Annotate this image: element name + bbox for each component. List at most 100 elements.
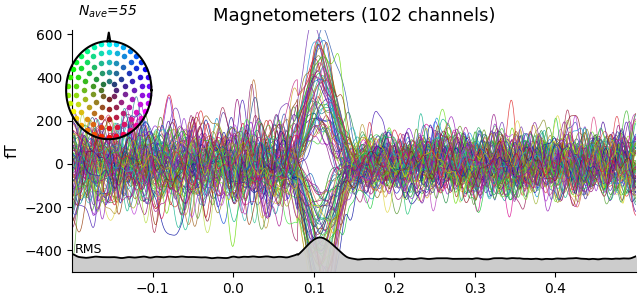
Point (91, 76, 101, 81)
Point (89, 131, 99, 136)
Point (89, 44, 99, 49)
Point (140, 109, 150, 113)
Point (104, 106, 114, 111)
Point (71, 116, 81, 121)
Point (104, 116, 114, 121)
Point (104, 59, 114, 64)
Point (89, 65, 99, 70)
Point (118, 65, 129, 70)
Point (111, 115, 122, 120)
Point (89, 111, 99, 116)
Point (96, 51, 106, 56)
Point (131, 110, 141, 114)
Point (119, 54, 129, 59)
Point (111, 42, 122, 47)
Point (125, 116, 136, 121)
Point (76, 110, 86, 114)
Point (137, 83, 147, 88)
Point (125, 59, 136, 64)
Point (88, 84, 98, 88)
Point (131, 122, 141, 127)
Point (99, 82, 109, 86)
Point (72, 101, 83, 106)
Point (104, 126, 114, 131)
Point (76, 122, 86, 127)
Point (143, 75, 153, 80)
Point (71, 60, 81, 64)
Point (79, 88, 89, 93)
Point (111, 125, 122, 130)
Point (96, 42, 106, 47)
Point (111, 71, 121, 76)
Point (111, 134, 122, 138)
Point (118, 131, 129, 136)
Point (120, 84, 130, 88)
Point (96, 125, 106, 130)
Point (131, 66, 141, 71)
Point (83, 48, 93, 53)
Point (104, 69, 114, 74)
Point (111, 105, 121, 110)
Point (118, 111, 129, 116)
Point (97, 71, 107, 76)
Point (65, 75, 75, 80)
Point (96, 134, 106, 138)
Point (80, 79, 90, 84)
Text: N$_{ave}$=55: N$_{ave}$=55 (78, 4, 137, 20)
Point (135, 74, 145, 79)
Point (88, 92, 98, 97)
Point (82, 59, 92, 64)
Text: RMS: RMS (75, 243, 102, 256)
Point (109, 82, 119, 86)
Point (88, 54, 99, 59)
Point (91, 99, 101, 104)
Point (111, 88, 122, 93)
Point (118, 44, 129, 49)
Point (143, 100, 153, 105)
Point (144, 83, 154, 88)
Point (125, 128, 135, 132)
Point (99, 94, 109, 99)
Point (136, 116, 147, 121)
Point (104, 50, 114, 54)
Point (65, 100, 75, 105)
Point (63, 83, 74, 88)
Point (82, 116, 92, 121)
Point (125, 48, 135, 53)
Point (84, 71, 94, 76)
Point (104, 79, 114, 84)
Y-axis label: fT: fT (4, 144, 19, 158)
Point (76, 66, 86, 71)
Point (96, 61, 106, 65)
Point (72, 74, 83, 79)
Point (131, 53, 141, 58)
Point (119, 122, 129, 127)
Point (96, 88, 106, 93)
Point (116, 76, 127, 81)
Point (76, 53, 86, 58)
Point (80, 97, 90, 101)
Point (120, 92, 130, 97)
Point (144, 92, 154, 97)
Point (127, 97, 138, 101)
Point (70, 92, 81, 97)
Point (124, 71, 134, 76)
Point (104, 134, 114, 139)
Point (111, 61, 122, 65)
Point (116, 99, 127, 104)
Point (129, 88, 139, 93)
Point (111, 51, 122, 56)
Point (127, 79, 138, 84)
Point (135, 101, 145, 106)
Point (137, 92, 147, 97)
Point (136, 60, 147, 64)
Point (67, 67, 77, 72)
Title: Magnetometers (102 channels): Magnetometers (102 channels) (213, 8, 495, 26)
Point (140, 67, 150, 72)
Point (84, 104, 94, 109)
Point (63, 92, 74, 97)
Point (97, 105, 107, 110)
Point (104, 97, 114, 101)
Point (96, 115, 106, 120)
Point (83, 128, 93, 132)
